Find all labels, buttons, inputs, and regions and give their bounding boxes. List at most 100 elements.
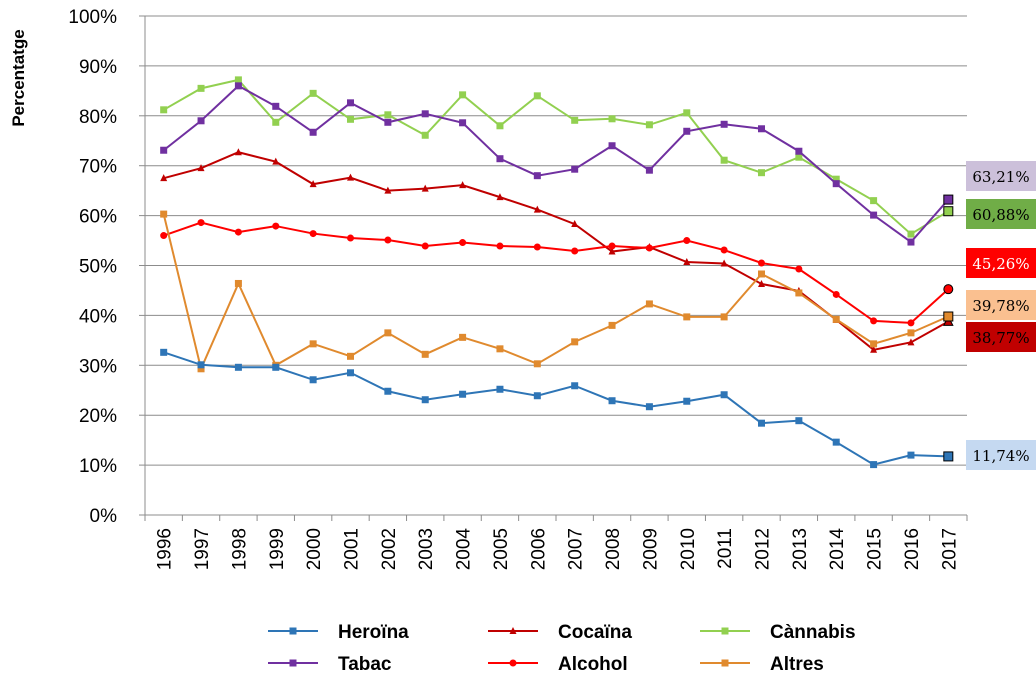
data-point <box>384 387 392 395</box>
data-point <box>870 340 878 348</box>
data-point <box>683 237 691 245</box>
data-point <box>907 319 915 327</box>
data-point <box>160 210 168 218</box>
legend: Heroïna Cocaïna Cànnabis Tabac Alcohol Altres <box>268 622 856 674</box>
x-tick-label: 2011 <box>715 528 736 569</box>
legend-label: Tabac <box>338 654 392 674</box>
data-point <box>608 247 616 255</box>
data-point <box>496 193 504 201</box>
data-point <box>795 153 803 161</box>
x-tick-label: 2008 <box>603 528 624 570</box>
data-point <box>870 461 878 469</box>
data-point <box>683 257 691 265</box>
data-point <box>645 300 653 308</box>
data-point <box>683 109 691 117</box>
x-tick-label: 2010 <box>678 528 699 570</box>
end-label-cocaïna: 38,77% <box>966 322 1036 352</box>
data-point <box>272 222 280 230</box>
legend-label: Heroïna <box>338 622 409 643</box>
legend-item-alcohol: Alcohol <box>488 654 628 674</box>
data-point <box>421 110 429 118</box>
end-label-box <box>966 248 1036 278</box>
y-tick-label: 50% <box>79 257 117 278</box>
data-point <box>459 390 467 398</box>
data-point <box>509 626 517 634</box>
data-point <box>160 146 168 154</box>
data-point <box>496 385 504 393</box>
data-point <box>347 115 354 123</box>
data-point <box>533 243 541 251</box>
data-point <box>907 338 915 346</box>
data-point <box>384 118 392 126</box>
data-point <box>272 363 280 371</box>
x-tick-label: 2005 <box>491 528 512 570</box>
end-label-heroïna: 11,74% <box>966 440 1036 470</box>
data-point <box>943 311 954 322</box>
y-tick-labels: 0% 10% 20% 30% 40% 50% 60% 70% 80% 90% 100% <box>68 7 117 527</box>
x-tick-label: 2013 <box>790 528 811 570</box>
end-label-alcohol: 45,26% <box>966 248 1036 278</box>
series-line <box>163 84 950 244</box>
data-point <box>795 289 803 297</box>
data-point <box>160 106 168 114</box>
end-label-altres: 39,78% <box>966 290 1036 320</box>
data-point <box>907 238 915 246</box>
y-tick-label: 40% <box>79 306 117 327</box>
data-point <box>509 659 517 667</box>
series-line <box>163 221 949 324</box>
data-point <box>459 239 467 247</box>
data-point <box>421 184 429 192</box>
data-point <box>496 155 504 163</box>
data-point <box>459 333 467 341</box>
data-point <box>272 118 280 126</box>
data-point <box>533 392 541 400</box>
data-point <box>421 242 429 250</box>
end-label-text: 39,78% <box>972 297 1029 315</box>
series-heroïna <box>160 348 954 469</box>
data-point <box>608 242 616 250</box>
y-tick-label: 60% <box>79 207 117 228</box>
data-point <box>160 232 168 240</box>
data-point <box>832 438 840 446</box>
y-tick-label: 0% <box>90 506 118 527</box>
data-point <box>943 194 954 205</box>
data-point <box>496 345 504 353</box>
data-point <box>795 147 803 155</box>
end-label-box <box>966 440 1036 470</box>
series-line <box>163 151 949 351</box>
data-point <box>496 242 504 250</box>
data-point <box>758 259 765 267</box>
legend-label: Cocaïna <box>558 622 632 643</box>
end-value-labels: 63,21% 60,88% 45,26% 39,78% 38,77% 11,74% <box>966 161 1036 470</box>
data-point <box>943 284 954 295</box>
data-point <box>571 338 579 346</box>
data-point <box>832 175 840 183</box>
data-point <box>234 76 242 84</box>
end-label-text: 38,77% <box>972 329 1029 347</box>
data-point <box>496 122 504 130</box>
x-tick-label: 2015 <box>865 528 886 570</box>
data-point <box>907 451 915 459</box>
x-tick-label: 1998 <box>229 528 250 570</box>
data-point <box>347 99 354 107</box>
x-tick-label: 2012 <box>753 528 774 570</box>
data-point <box>870 211 878 219</box>
data-point <box>197 365 205 373</box>
data-point <box>758 169 765 177</box>
legend-item-cànnabis: Cànnabis <box>700 622 856 643</box>
data-point <box>309 128 317 136</box>
data-point <box>347 173 354 181</box>
data-point <box>608 142 616 150</box>
data-point <box>645 166 653 174</box>
x-tick-label: 2007 <box>566 528 587 570</box>
data-point <box>832 315 840 323</box>
data-point <box>907 329 915 337</box>
data-point <box>289 627 297 635</box>
data-point <box>289 659 297 667</box>
x-tick-label: 2009 <box>640 528 661 570</box>
legend-label: Alcohol <box>558 654 628 674</box>
data-point <box>384 111 392 119</box>
legend-item-altres: Altres <box>700 654 824 674</box>
legend-label: Cànnabis <box>770 622 856 643</box>
